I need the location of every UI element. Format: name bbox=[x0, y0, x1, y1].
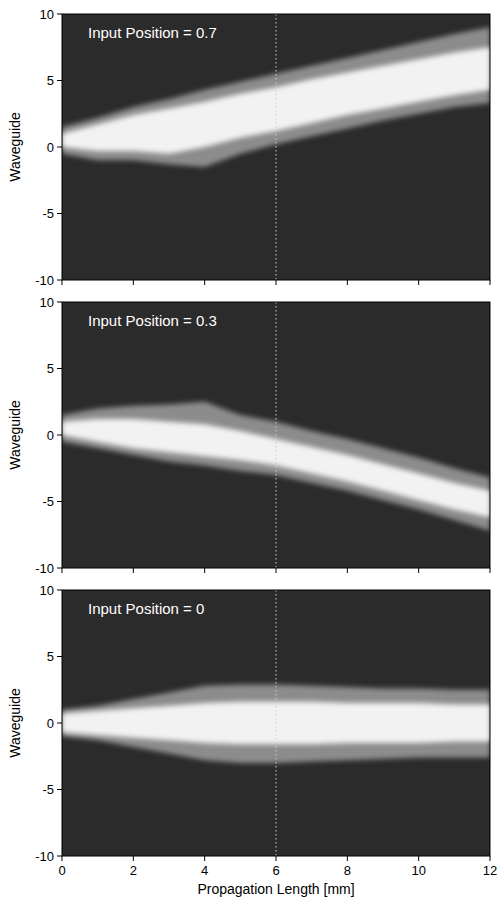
y-tick bbox=[57, 80, 62, 81]
y-tick bbox=[57, 280, 62, 281]
x-tick bbox=[347, 568, 348, 573]
plot-frame bbox=[62, 590, 490, 856]
x-tick bbox=[490, 856, 491, 861]
y-tick-label: -10 bbox=[35, 849, 54, 864]
panel: -10 -5 0 5 10 Waveguide Input Position = 0.7 bbox=[7, 7, 490, 288]
plot-background bbox=[62, 14, 490, 280]
annotation: Input Position = 0.7 bbox=[88, 24, 217, 41]
y-tick-label: 5 bbox=[47, 73, 54, 88]
reference-line bbox=[276, 590, 277, 856]
y-axis-title: Waveguide bbox=[7, 688, 23, 758]
y-tick bbox=[57, 656, 62, 657]
x-tick bbox=[204, 280, 205, 285]
x-tick bbox=[204, 856, 205, 861]
x-tick-label: 10 bbox=[411, 863, 425, 878]
x-tick-label: 12 bbox=[483, 863, 497, 878]
y-tick bbox=[57, 723, 62, 724]
y-tick-label: 0 bbox=[47, 716, 54, 731]
x-tick bbox=[276, 856, 277, 861]
y-tick bbox=[57, 213, 62, 214]
x-tick-label: 0 bbox=[58, 863, 65, 878]
plot-background bbox=[62, 302, 490, 568]
x-tick bbox=[490, 568, 491, 573]
y-tick-label: 10 bbox=[40, 583, 54, 598]
x-tick bbox=[276, 280, 277, 285]
y-tick-label: -10 bbox=[35, 561, 54, 576]
annotation: Input Position = 0 bbox=[88, 600, 204, 617]
panel: -10 -5 0 5 10 0 2 4 6 8 10 12 Propagation Length [mm… bbox=[7, 583, 497, 898]
y-tick-label: -5 bbox=[42, 782, 54, 797]
x-tick bbox=[418, 568, 419, 573]
x-tick-label: 8 bbox=[344, 863, 351, 878]
x-tick bbox=[133, 568, 134, 573]
reference-line bbox=[276, 302, 277, 568]
figure: -10-50510WaveguideInput Position = 0.7-1… bbox=[0, 0, 500, 911]
x-tick bbox=[133, 280, 134, 285]
reference-line bbox=[276, 14, 277, 280]
y-tick bbox=[57, 856, 62, 857]
y-tick bbox=[57, 368, 62, 369]
plot-background bbox=[62, 590, 490, 856]
y-tick bbox=[57, 147, 62, 148]
x-tick bbox=[347, 280, 348, 285]
y-tick-label: 5 bbox=[47, 649, 54, 664]
x-tick bbox=[62, 568, 63, 573]
y-axis-title: Waveguide bbox=[7, 400, 23, 470]
y-tick bbox=[57, 14, 62, 15]
x-tick-label: 6 bbox=[272, 863, 279, 878]
x-tick bbox=[418, 856, 419, 861]
y-tick bbox=[57, 435, 62, 436]
y-tick bbox=[57, 501, 62, 502]
x-tick-label: 2 bbox=[130, 863, 137, 878]
y-tick-label: 5 bbox=[47, 361, 54, 376]
y-tick-label: 0 bbox=[47, 428, 54, 443]
x-tick bbox=[418, 280, 419, 285]
y-tick-label: 10 bbox=[40, 7, 54, 22]
x-tick bbox=[62, 280, 63, 285]
data-area bbox=[62, 590, 490, 856]
y-tick-label: 10 bbox=[40, 295, 54, 310]
plot-frame bbox=[62, 302, 490, 568]
annotation: Input Position = 0.3 bbox=[88, 312, 217, 329]
plot-frame bbox=[62, 14, 490, 280]
x-tick bbox=[347, 856, 348, 861]
y-tick bbox=[57, 568, 62, 569]
data-area bbox=[62, 302, 490, 568]
y-tick-label: 0 bbox=[47, 140, 54, 155]
y-tick bbox=[57, 590, 62, 591]
x-tick bbox=[490, 280, 491, 285]
x-tick bbox=[276, 568, 277, 573]
y-tick-label: -5 bbox=[42, 494, 54, 509]
panel: -10 -5 0 5 10 Waveguide Input Position = 0.3 bbox=[7, 295, 490, 576]
x-tick-label: 4 bbox=[201, 863, 208, 878]
y-tick-label: -10 bbox=[35, 273, 54, 288]
x-tick bbox=[204, 568, 205, 573]
y-axis-title: Waveguide bbox=[7, 112, 23, 182]
x-axis-title: Propagation Length [mm] bbox=[197, 881, 354, 897]
y-tick bbox=[57, 789, 62, 790]
x-tick bbox=[133, 856, 134, 861]
y-tick bbox=[57, 302, 62, 303]
y-tick-label: -5 bbox=[42, 206, 54, 221]
x-tick bbox=[62, 856, 63, 861]
data-area bbox=[62, 14, 490, 280]
